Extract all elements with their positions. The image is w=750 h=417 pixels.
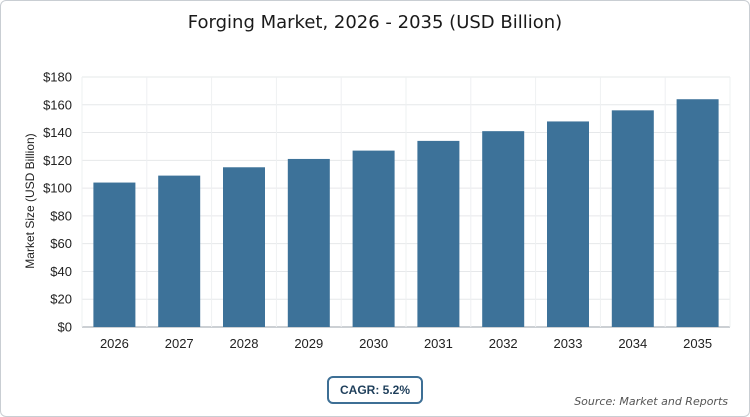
x-tick-label: 2030 [359, 336, 388, 351]
bar-2027 [158, 175, 201, 327]
bar-2028 [223, 167, 265, 327]
y-axis-ticks: $0 $20 $40 $60 $80 $100 $120 $140 $160 $180 [43, 70, 72, 335]
bar-2035 [676, 99, 719, 327]
y-tick-label: $20 [50, 292, 72, 307]
y-tick-label: $0 [58, 320, 72, 335]
bar-2034 [611, 110, 654, 327]
y-tick-label: $120 [43, 153, 72, 168]
chart-title: Forging Market, 2026 - 2035 (USD Billion… [187, 12, 563, 33]
x-tick-label: 2028 [230, 336, 259, 351]
x-axis-ticks: 2026 2027 2028 2029 2030 2031 2032 2033 2034 2035 [100, 336, 712, 351]
x-tick-label: 2032 [489, 336, 518, 351]
bar-2030 [352, 150, 395, 327]
y-tick-label: $180 [43, 70, 72, 85]
y-tick-label: $160 [43, 97, 72, 112]
bar-2026 [93, 182, 136, 327]
x-tick-label: 2027 [165, 336, 194, 351]
y-tick-label: $40 [50, 264, 72, 279]
bar-2029 [287, 158, 330, 327]
y-tick-label: $140 [43, 125, 72, 140]
bar-2032 [482, 131, 525, 327]
cagr-badge: CAGR: 5.2% [327, 376, 423, 404]
y-axis-label: Market Size (USD Billion) [23, 133, 37, 268]
x-tick-label: 2031 [424, 336, 453, 351]
bars [93, 99, 719, 327]
x-tick-label: 2034 [618, 336, 647, 351]
bar-2033 [547, 121, 589, 327]
source-note: Source: Market and Reports [574, 395, 728, 408]
y-tick-label: $60 [50, 236, 72, 251]
bar-2031 [417, 140, 460, 327]
y-tick-label: $80 [50, 208, 72, 223]
x-tick-label: 2033 [554, 336, 583, 351]
x-tick-label: 2026 [100, 336, 129, 351]
x-tick-label: 2035 [683, 336, 712, 351]
x-tick-label: 2029 [294, 336, 323, 351]
y-tick-label: $100 [43, 181, 72, 196]
